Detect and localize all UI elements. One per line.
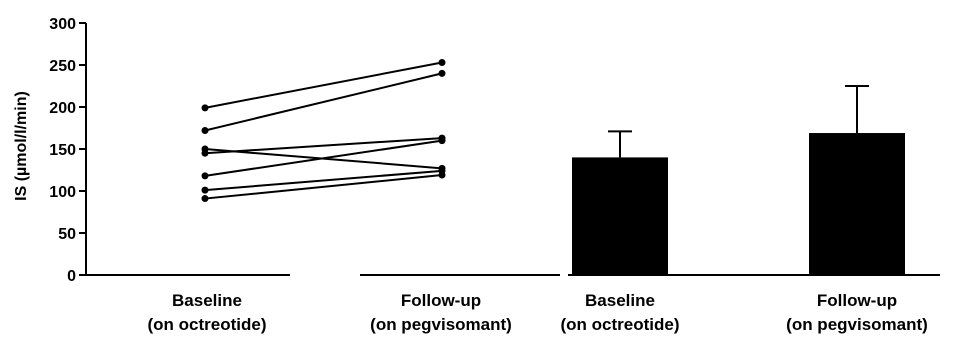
category-label-line2: (on pegvisomant) — [786, 315, 928, 334]
paired-line — [204, 174, 443, 200]
paired-line — [204, 72, 443, 132]
y-tick-label: 250 — [49, 58, 76, 75]
y-tick-label: 0 — [67, 268, 76, 285]
paired-line — [204, 169, 443, 192]
mean-bar — [809, 133, 905, 275]
y-tick-label: 150 — [49, 142, 76, 159]
mean-bar — [572, 157, 668, 275]
baseline-point — [201, 172, 209, 180]
followup-point — [438, 58, 446, 66]
y-tick-label: 200 — [49, 100, 76, 117]
followup-point — [438, 137, 446, 145]
category-label-line2: (on pegvisomant) — [370, 315, 512, 334]
category-label-line2: (on octreotide) — [561, 315, 680, 334]
bars — [572, 85, 905, 275]
paired-line — [204, 139, 443, 177]
baseline-point — [201, 195, 209, 203]
y-axis: 0 50 100 150 200 250 300 — [49, 16, 87, 285]
baseline-point — [201, 104, 209, 112]
followup-point — [438, 171, 446, 179]
y-tick-label: 300 — [49, 16, 76, 33]
y-axis-title: IS (µmol/l/min) — [13, 91, 30, 201]
y-tick-label: 50 — [58, 226, 76, 243]
y-tick-label: 100 — [49, 184, 76, 201]
category-label-line1: Follow-up — [817, 291, 897, 310]
baseline-point — [201, 127, 209, 135]
baseline-point — [201, 186, 209, 194]
baseline-point — [201, 149, 209, 157]
category-label-line1: Baseline — [585, 291, 655, 310]
category-label-line1: Follow-up — [401, 291, 481, 310]
category-label-line2: (on octreotide) — [148, 315, 267, 334]
followup-point — [438, 69, 446, 77]
category-labels: Baseline (on octreotide) Follow-up (on pegv… — [148, 291, 928, 334]
paired-lines — [201, 58, 446, 203]
paired-line — [204, 61, 443, 109]
paired-line — [204, 137, 443, 155]
category-label-line1: Baseline — [172, 291, 242, 310]
